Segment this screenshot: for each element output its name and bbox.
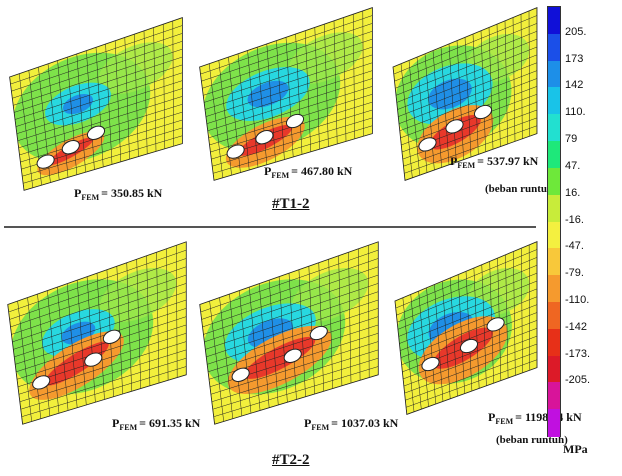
fem-mesh-drawing [9,17,183,191]
load-label-t2-c: PFEM = 1198.34 kN [488,410,582,426]
colorbar-unit: MPa [563,442,588,456]
colorbar-segment [548,87,560,115]
fem-mesh-drawing [199,7,373,181]
colorbar-tick-label: -142 [565,320,588,333]
colorbar-tick-label: 205. [565,25,587,38]
colorbar-segment [548,221,560,249]
colorbar-tick-label: 79 [565,133,578,146]
colorbar-segment [548,355,560,383]
fem-mesh-drawing [199,241,379,425]
fem-panel-t2-b [196,238,382,428]
colorbar-segment [548,7,560,35]
colorbar-segment [548,409,560,437]
fem-panel-t2-a [4,238,190,428]
fem-panel-t1-a [6,14,186,194]
colorbar-segment [548,167,560,196]
fem-mesh-drawing [394,240,538,415]
colorbar-segment [548,301,560,330]
colorbar-segment [548,275,560,303]
colorbar-segment [548,60,560,88]
colorbar-segment [548,382,560,410]
fem-panel-t1-b [196,4,376,184]
colorbar-tick-label: 173 [565,52,584,65]
colorbar-segment [548,248,560,276]
fem-panel-t1-c [390,4,540,184]
colorbar-segment [548,194,560,222]
colorbar-tick-label: 47. [565,159,581,172]
colorbar-segment [548,33,560,62]
fem-mesh-drawing [7,241,187,425]
fem-panel-t2-c [392,238,540,418]
group-title-t2: #T2-2 [272,452,310,468]
collapse-note-t1: (beban runtuh) [485,183,557,195]
colorbar-segment [548,328,560,357]
row-divider [4,226,536,228]
collapse-note-t2: (beban runtuh) [496,434,568,446]
load-label-t2-a: PFEM = 691.35 kN [112,416,201,432]
colorbar-tick-label: -205. [565,374,591,387]
colorbar-segment [548,114,560,142]
colorbar-segment [548,141,560,169]
colorbar-tick-label: 110. [565,106,586,119]
colorbar-tick-label: 16. [565,186,581,199]
group-title-t1: #T1-2 [272,196,310,212]
colorbar-tick-label: -110. [565,293,590,306]
load-label-t2-b: PFEM = 1037.03 kN [304,416,399,432]
stress-colorbar [547,6,561,437]
colorbar-tick-label: -47. [565,240,584,253]
colorbar-tick-label: 142 [565,79,584,92]
load-label-t1-a: PFEM = 350.85 kN [74,186,163,202]
load-label-t1-b: PFEM = 467.80 kN [264,164,353,180]
colorbar-tick-label: -16. [565,213,584,226]
load-label-t1-c: PFEM = 537.97 kN [450,154,539,170]
colorbar-tick-label: -79. [565,267,584,280]
fem-mesh-drawing [392,7,538,181]
colorbar-tick-label: -173. [565,347,591,360]
